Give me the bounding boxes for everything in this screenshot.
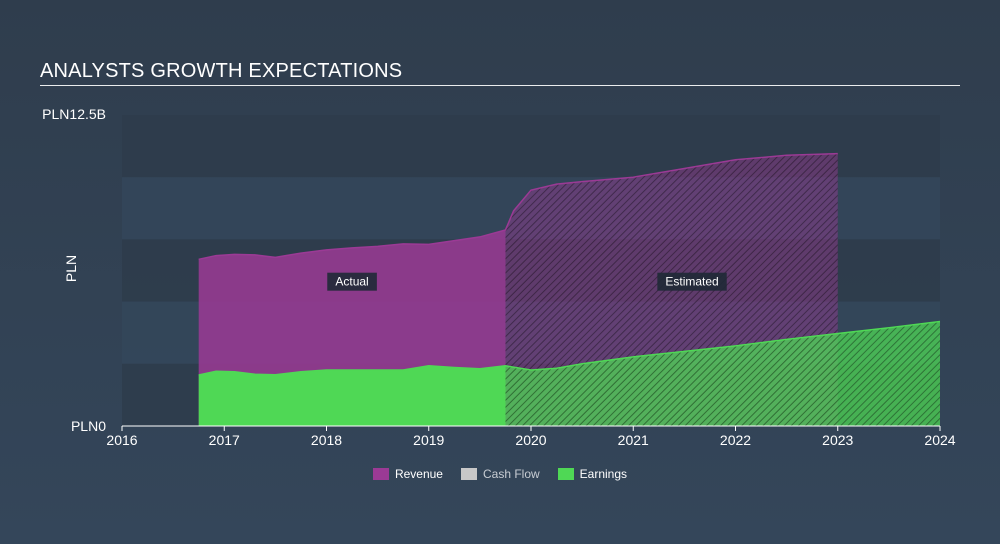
chart-title: ANALYSTS GROWTH EXPECTATIONS (40, 60, 403, 82)
earnings-area-actual (198, 365, 506, 426)
x-tick-label: 2023 (822, 432, 853, 448)
legend-swatch-cash-flow (460, 468, 477, 480)
svg-text:Estimated: Estimated (665, 275, 718, 289)
estimated-label: Estimated (657, 272, 727, 291)
legend-item-earnings[interactable]: Earnings (557, 467, 628, 481)
segment-labels: Actual Estimated (327, 272, 727, 291)
revenue-line (198, 152, 838, 261)
x-tick-label: 2020 (515, 432, 546, 448)
x-tick-label: 2018 (311, 432, 342, 448)
legend-item-revenue[interactable]: Revenue (372, 467, 443, 481)
earnings-line (198, 320, 941, 376)
y-axis-title: PLN (63, 255, 79, 282)
x-tick-label: 2019 (413, 432, 444, 448)
x-tick-label: 2021 (618, 432, 649, 448)
legend-item-cash-flow[interactable]: Cash Flow (460, 467, 540, 481)
legend-label-revenue: Revenue (394, 467, 443, 481)
x-tick-label: 2017 (209, 432, 240, 448)
axes: 2016 2017 2018 2019 2020 2021 2022 2023 2024 PLN0… (42, 106, 956, 448)
svg-text:Actual: Actual (335, 275, 368, 289)
series-areas (198, 152, 941, 426)
x-tick-label: 2022 (720, 432, 751, 448)
x-tick-label: 2024 (924, 432, 955, 448)
legend: Revenue Cash Flow Earnings (0, 467, 1000, 481)
x-tick-label: 2016 (106, 432, 137, 448)
title-divider (40, 85, 960, 86)
y-tick-label-max: PLN12.5B (42, 106, 106, 122)
legend-label-cash-flow: Cash Flow (482, 467, 540, 481)
earnings-area-hatch (505, 321, 940, 426)
actual-label: Actual (327, 272, 377, 291)
legend-swatch-revenue (372, 468, 389, 480)
y-tick-label-min: PLN0 (71, 418, 106, 434)
legend-swatch-earnings (557, 468, 574, 480)
legend-label-earnings: Earnings (579, 467, 628, 481)
